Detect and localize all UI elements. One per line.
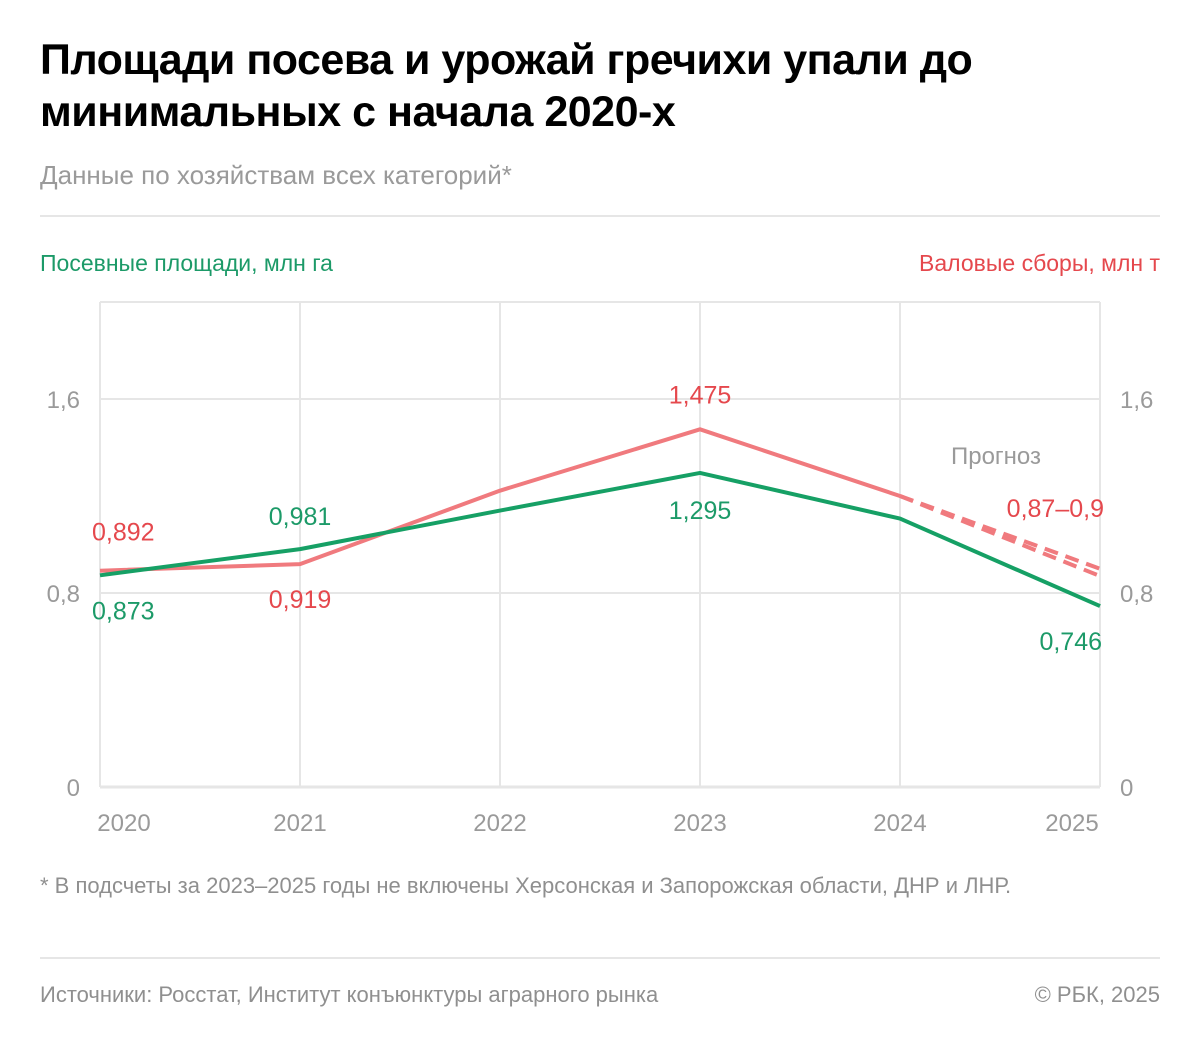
footnote: * В подсчеты за 2023–2025 годы не включе… <box>40 873 1012 898</box>
harvest-data-label: 0,892 <box>92 519 155 547</box>
y-tick-label-right: 1,6 <box>1120 387 1153 414</box>
grid <box>99 301 1101 789</box>
harvest-forecast-label: 0,87–0,9 <box>1007 495 1104 523</box>
area-data-label: 0,746 <box>1039 628 1102 656</box>
right-axis-title: Валовые сборы, млн т <box>919 250 1160 276</box>
source-note: Источники: Росстат, Институт конъюнктуры… <box>40 982 659 1007</box>
x-tick-label: 2020 <box>97 810 150 837</box>
x-tick-label: 2023 <box>673 810 726 837</box>
header-divider <box>40 215 1160 217</box>
axis-ticks: 0 0 0,8 0,8 1,6 1,6 2020 2021 2022 2023 2024 2025 <box>47 387 1154 837</box>
x-tick-label: 2021 <box>273 810 326 837</box>
area-line <box>99 470 1101 608</box>
area-data-label: 0,981 <box>269 503 332 531</box>
y-tick-label-left: 1,6 <box>47 387 80 414</box>
harvest-data-label: 1,475 <box>669 381 732 409</box>
y-tick-label-left: 0 <box>67 775 80 802</box>
y-tick-label-right: 0 <box>1120 775 1133 802</box>
footer-divider <box>40 957 1160 959</box>
area-data-label: 0,873 <box>92 597 155 625</box>
x-tick-label: 2022 <box>473 810 526 837</box>
y-tick-label-right: 0,8 <box>1120 581 1153 608</box>
series-lines <box>99 427 1101 608</box>
chart-subtitle: Данные по хозяйствам всех категорий* <box>40 160 512 190</box>
line-chart: 0 0 0,8 0,8 1,6 1,6 2020 2021 2022 2023 2024 2025 0… <box>47 301 1154 837</box>
left-axis-title: Посевные площади, млн га <box>40 250 333 276</box>
forecast-annotation: Прогноз <box>951 443 1041 470</box>
copyright: © РБК, 2025 <box>1034 982 1160 1007</box>
area-data-label: 1,295 <box>669 497 732 525</box>
y-tick-label-left: 0,8 <box>47 581 80 608</box>
x-tick-label: 2025 <box>1045 810 1098 837</box>
harvest-line <box>99 427 901 573</box>
chart-title: Площади посева и урожай гречихи упали до… <box>40 36 973 136</box>
x-tick-label: 2024 <box>873 810 926 837</box>
data-labels: 0,873 0,981 1,295 0,746 0,892 0,919 1,475 0,87–… <box>92 381 1104 656</box>
harvest-data-label: 0,919 <box>269 586 332 614</box>
harvest-forecast-low-line <box>899 494 1101 578</box>
